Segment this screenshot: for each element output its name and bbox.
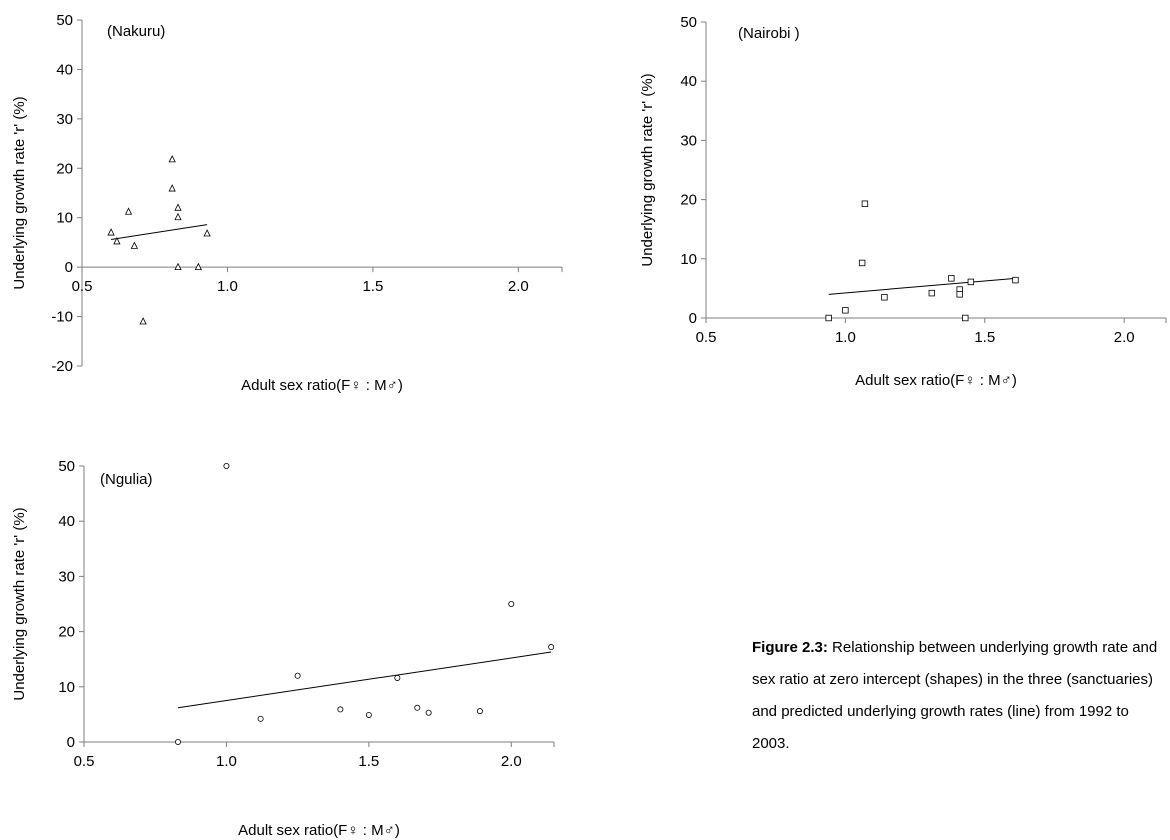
figure-caption: Figure 2.3: Relationship between underly…: [752, 632, 1170, 760]
x-tick-label: 1.5: [974, 329, 995, 346]
trend-line: [177, 651, 552, 709]
x-axis-title: Adult sex ratio(F♀ : M♂): [241, 377, 403, 394]
y-axis-title: Underlying growth rate 'r' (%): [11, 96, 28, 289]
data-point-square: [858, 259, 866, 267]
y-tick-label: 20: [58, 624, 75, 641]
data-point-circle: [337, 706, 344, 713]
caption-line-2: sex ratio at zero intercept (shapes) in …: [752, 671, 1154, 688]
data-point-circle: [223, 462, 230, 469]
data-point-triangle: [168, 184, 176, 192]
x-tick-label: 1.0: [216, 753, 237, 770]
data-point-circle: [257, 715, 264, 722]
panel-label: (Nairobi ): [738, 25, 800, 42]
data-point-square: [962, 314, 969, 322]
x-tick-label: 1.5: [358, 753, 379, 770]
data-point-square: [842, 307, 849, 314]
data-point-square: [881, 294, 888, 301]
x-tick-label: 2.0: [1114, 329, 1135, 346]
caption-title: Figure 2.3:: [752, 639, 828, 656]
data-point-triangle: [174, 212, 182, 221]
data-point-triangle: [194, 262, 203, 271]
y-tick-label: 50: [58, 458, 75, 475]
data-point-triangle: [113, 237, 121, 245]
data-point-square: [956, 291, 963, 298]
y-tick-label: 0: [65, 259, 73, 276]
y-tick-label: 0: [689, 310, 697, 327]
y-tick-label: 50: [56, 12, 73, 29]
data-point-triangle: [174, 203, 182, 211]
y-axis-title: Underlying growth rate 'r' (%): [639, 73, 656, 266]
data-point-circle: [414, 704, 421, 711]
data-point-circle: [548, 644, 555, 651]
y-tick-label: 50: [680, 14, 697, 31]
caption-line-1-text: Relationship between underlying growth r…: [827, 639, 1158, 656]
y-tick-label: -10: [51, 309, 73, 326]
data-point-circle: [174, 738, 181, 745]
caption-line-4: 2003.: [752, 735, 790, 752]
data-point-triangle: [174, 262, 182, 271]
y-tick-label: 40: [680, 73, 697, 90]
y-tick-label: 20: [680, 192, 697, 209]
data-point-triangle: [107, 228, 115, 236]
data-point-square: [928, 289, 936, 297]
y-tick-label: 40: [58, 513, 75, 530]
x-tick-label: 2.0: [501, 753, 522, 770]
x-tick-label: 0.5: [74, 753, 95, 770]
y-axis-title: Underlying growth rate 'r' (%): [11, 507, 28, 700]
trend-line: [111, 224, 208, 240]
caption-line-1: Figure 2.3: Relationship between underly…: [752, 632, 1170, 664]
x-tick-label: 2.0: [508, 278, 529, 295]
trend-line: [828, 277, 1016, 295]
x-axis-title: Adult sex ratio(F♀ : M♂): [238, 822, 400, 839]
data-point-circle: [294, 672, 301, 679]
data-point-square: [967, 278, 975, 286]
chart-ngulia: 0 10 20 30 40 50 0.5 1.0 1.5 2.0 Adult sex ratio(F…: [11, 458, 555, 839]
data-point-square: [1012, 276, 1019, 284]
data-point-circle: [508, 600, 515, 607]
y-tick-label: 0: [67, 734, 75, 751]
data-point-circle: [425, 709, 432, 716]
y-tick-label: 30: [56, 111, 73, 128]
data-point-square: [861, 200, 869, 207]
data-point-circle: [365, 711, 372, 718]
data-point-square: [948, 275, 955, 282]
y-tick-label: 10: [56, 210, 73, 227]
y-tick-label: 10: [680, 251, 697, 268]
x-tick-label: 1.0: [835, 329, 856, 346]
x-tick-label: 0.5: [72, 278, 93, 295]
y-tick-label: 10: [58, 679, 75, 696]
x-tick-label: 1.0: [217, 278, 238, 295]
data-point-triangle: [139, 317, 147, 325]
x-tick-label: 1.5: [362, 278, 383, 295]
x-axis-title: Adult sex ratio(F♀ : M♂): [855, 372, 1017, 389]
data-point-triangle: [130, 241, 139, 249]
panel-label: (Nakuru): [107, 23, 165, 40]
chart-nakuru: -20 -10 0 10 20 30 40 50 0.5 1.0 1.5 2.0 Adult sex r…: [11, 12, 563, 394]
caption-line-3: and predicted underlying growth rates (l…: [752, 703, 1129, 720]
x-tick-label: 0.5: [696, 329, 717, 346]
y-tick-label: 40: [56, 61, 73, 78]
data-point-triangle: [168, 154, 176, 163]
data-point-triangle: [203, 229, 211, 237]
data-point-square: [825, 314, 832, 322]
y-tick-label: 30: [58, 568, 75, 585]
y-tick-label: -20: [51, 358, 73, 375]
y-tick-label: 20: [56, 160, 73, 177]
chart-nairobi: 0 10 20 30 40 50 0.5 1.0 1.5 2.0 Adult sex ratio(F…: [639, 14, 1167, 389]
data-point-circle: [394, 674, 401, 681]
data-point-triangle: [124, 207, 133, 215]
panel-label: (Ngulia): [100, 471, 153, 488]
data-point-circle: [476, 708, 483, 715]
y-tick-label: 30: [680, 132, 697, 149]
